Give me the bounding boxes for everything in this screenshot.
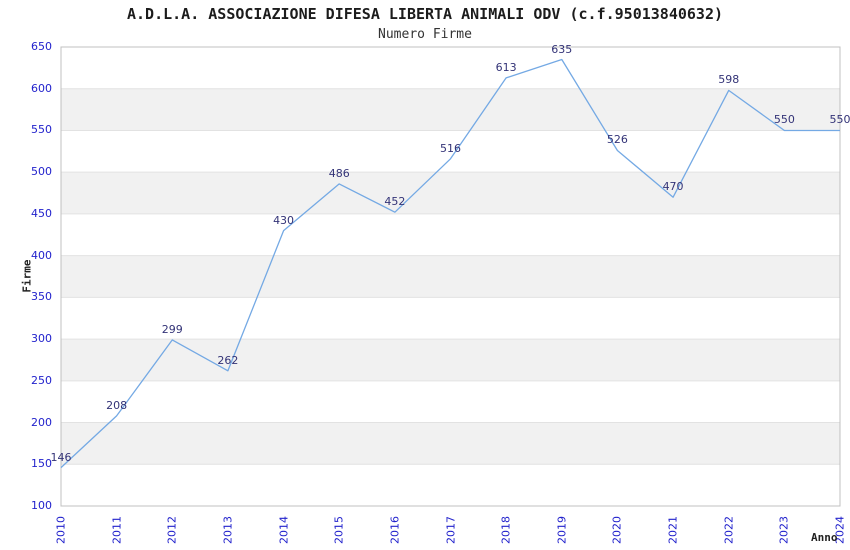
y-tick-label: 450 — [31, 206, 52, 220]
series-line — [60, 58, 840, 469]
y-tick-label: 500 — [31, 165, 52, 179]
data-label: 430 — [273, 213, 295, 227]
data-label: 613 — [495, 60, 517, 74]
x-tick-label: 2013 — [221, 516, 235, 544]
x-tick-label: 2011 — [110, 516, 124, 544]
y-tick-label: 100 — [31, 499, 52, 512]
x-tick-label: 2023 — [777, 516, 791, 544]
chart-title: A.D.L.A. ASSOCIAZIONE DIFESA LIBERTA ANI… — [126, 5, 724, 23]
y-tick-label: 250 — [31, 373, 52, 387]
y-axis-title: Firme — [20, 259, 34, 293]
grid-band — [61, 255, 840, 298]
y-tick-label: 400 — [31, 248, 52, 262]
data-label: 526 — [606, 133, 628, 147]
y-tick-label: 650 — [31, 40, 52, 53]
x-axis-title: Anno — [811, 531, 838, 544]
data-label: 635 — [551, 42, 573, 56]
data-label: 146 — [50, 450, 72, 464]
y-tick-label: 300 — [31, 332, 52, 346]
x-tick-label: 2016 — [388, 516, 402, 544]
y-tick-label: 550 — [31, 123, 52, 137]
x-tick-label: 2015 — [332, 516, 346, 544]
y-tick-label: 200 — [31, 415, 52, 429]
data-label: 550 — [829, 113, 850, 127]
grid-band — [61, 88, 840, 131]
x-tick-label: 2021 — [666, 516, 680, 544]
x-tick-label: 2020 — [610, 516, 624, 544]
data-label: 299 — [161, 322, 183, 336]
x-tick-label: 2017 — [444, 516, 457, 544]
x-tick-label: 2014 — [277, 516, 291, 544]
y-tick-label: 600 — [31, 81, 52, 95]
x-tick-label: 2022 — [722, 516, 736, 544]
x-tick-label: 2019 — [555, 516, 569, 544]
data-label: 262 — [217, 353, 239, 367]
data-label: 452 — [384, 195, 406, 209]
x-tick-label: 2012 — [165, 516, 179, 544]
data-label: 470 — [662, 180, 684, 194]
plot-border — [60, 46, 841, 507]
grid-band — [61, 172, 840, 214]
grid-band — [61, 422, 840, 465]
data-label: 516 — [440, 141, 461, 155]
y-tick-label: 150 — [31, 457, 52, 471]
grid-band — [61, 339, 840, 381]
data-label: 486 — [328, 166, 350, 180]
x-tick-label: 2010 — [54, 516, 68, 544]
chart-subtitle: Numero Firme — [378, 27, 472, 42]
y-tick-label: 350 — [31, 290, 52, 304]
data-label: 598 — [718, 73, 740, 87]
x-tick-label: 2018 — [499, 516, 513, 544]
data-label: 208 — [106, 398, 128, 412]
data-label: 550 — [773, 113, 795, 127]
